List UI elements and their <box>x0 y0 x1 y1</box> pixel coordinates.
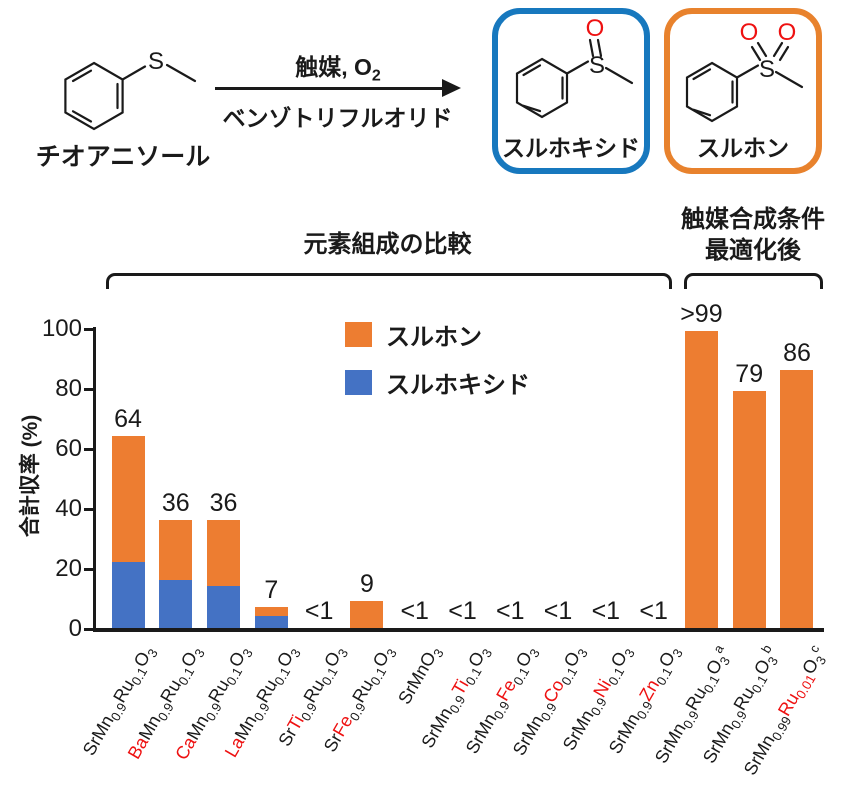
bar-value-label: 36 <box>161 489 190 517</box>
y-axis-tick-label: 100 <box>41 315 82 342</box>
bar-segment-sulfone <box>254 607 288 616</box>
x-axis-label: SrMnO3 <box>395 642 448 709</box>
y-axis-tick-mark <box>84 447 94 451</box>
formula-segment: b <box>757 642 775 656</box>
sulfoxide-box: S O スルホキシド <box>492 8 650 174</box>
bar-segment-sulfoxide <box>254 616 288 628</box>
bar-value-label: 36 <box>209 489 238 517</box>
bar-value-label: 86 <box>783 339 811 367</box>
benzene-ring <box>685 61 739 123</box>
bar-SrMn0.9Ru0.1O3 <box>111 436 145 628</box>
bar-SrMn0.99Ru0.01O3(c) <box>780 370 814 628</box>
legend-item-sulfoxide: スルホキシド <box>345 365 530 400</box>
bar-segment-sulfone <box>732 391 766 628</box>
y-axis-line <box>93 327 96 631</box>
bar-value-label: <1 <box>304 597 334 625</box>
bar-value-label: >99 <box>680 300 723 328</box>
bar-SrMn0.9Ru0.1O3(b) <box>732 391 766 628</box>
bar-segment-sulfone <box>350 601 384 628</box>
bar-segment-sulfone <box>207 520 241 586</box>
x-axis-line <box>93 628 824 632</box>
bracket-optimized-group <box>684 273 823 289</box>
sulfur-atom-label: S <box>148 48 164 75</box>
bar-segment-sulfoxide <box>207 586 241 628</box>
reaction-arrow-head <box>442 79 461 97</box>
y-axis-tick-label: 40 <box>55 495 82 522</box>
y-axis-tick-mark <box>84 627 94 631</box>
y-axis-tick-mark <box>84 567 94 571</box>
bar-value-label: <1 <box>448 597 477 625</box>
sulfoxide-label: スルホキシド <box>502 135 640 161</box>
bar-value-label: <1 <box>591 597 621 625</box>
benzene-ring <box>515 57 569 119</box>
group-annotation-line1: 触媒合成条件 <box>681 206 825 233</box>
bar-segment-sulfone <box>111 436 145 562</box>
group-annotation-composition: 元素組成の比較 <box>303 231 472 258</box>
legend-label-sulfoxide: スルホキシド <box>386 372 530 399</box>
bar-segment-sulfone <box>684 331 718 628</box>
sulfur-atom-label: S <box>589 52 605 79</box>
bar-value-label: 64 <box>114 405 142 433</box>
bar-SrMn0.9Ru0.1O3(a) <box>684 331 718 628</box>
solvent-below-arrow: ベンゾトリフルオリド <box>222 105 453 131</box>
benzene-ring <box>64 61 124 131</box>
oxygen-atom-label: O <box>740 19 759 46</box>
bar-value-label: 7 <box>264 576 279 604</box>
conditions-above-arrow: 触媒, O2 <box>218 48 458 86</box>
bar-segment-sulfone <box>159 520 193 580</box>
oxygen-atom-label: O <box>778 19 797 46</box>
bar-segment-sulfone <box>780 370 814 628</box>
bar-CaMn0.9Ru0.1O3 <box>207 520 241 628</box>
bar-segment-sulfoxide <box>111 562 145 628</box>
y-axis-tick-label: 0 <box>68 615 82 642</box>
bar-value-label: <1 <box>543 597 573 625</box>
bar-value-label: 9 <box>359 570 374 598</box>
bar-LaMn0.9Ru0.1O3 <box>254 607 288 628</box>
sulfur-atom-label: S <box>759 56 775 83</box>
formula-segment: a <box>709 642 727 656</box>
bracket-composition-group <box>106 273 672 289</box>
thioanisole-structure: S <box>64 48 197 131</box>
y-axis-tick-mark <box>84 507 94 511</box>
oxygen-atom-label: O <box>586 16 605 42</box>
bar-segment-sulfoxide <box>159 580 193 628</box>
y-axis-tick-mark <box>84 327 94 331</box>
bar-BaMn0.9Ru0.1O3 <box>159 520 193 628</box>
y-axis-tick-label: 60 <box>55 435 82 462</box>
reaction-arrow <box>215 87 445 90</box>
oxygen-subscript: 2 <box>371 67 381 85</box>
y-axis-tick-label: 80 <box>55 375 82 402</box>
reactant-label: チオアニソール <box>35 143 211 171</box>
group-annotation-optimized: 触媒合成条件 最適化後 <box>664 204 842 266</box>
legend-label-sulfone: スルホン <box>386 324 482 351</box>
conditions-text: 触媒, O <box>295 54 372 80</box>
legend-swatch-sulfone <box>345 322 372 347</box>
bar-SrFe0.9Ru0.1O3 <box>350 601 384 628</box>
formula-segment: c <box>805 642 822 656</box>
legend-item-sulfone: スルホン <box>345 317 482 352</box>
sulfone-box: S O O スルホン <box>664 8 822 174</box>
bar-value-label: <1 <box>639 597 668 625</box>
group-annotation-line2: 最適化後 <box>705 237 801 264</box>
bar-value-label: 79 <box>735 360 764 388</box>
bar-value-label: <1 <box>496 597 525 625</box>
legend-swatch-sulfoxide <box>345 370 372 395</box>
sulfone-label: スルホン <box>697 135 789 161</box>
y-axis-tick-label: 20 <box>55 555 82 582</box>
sulfone-structure: S O O <box>685 19 804 123</box>
y-axis-tick-mark <box>84 387 94 391</box>
bar-value-label: <1 <box>400 597 429 625</box>
sulfoxide-structure: S O <box>515 16 634 119</box>
